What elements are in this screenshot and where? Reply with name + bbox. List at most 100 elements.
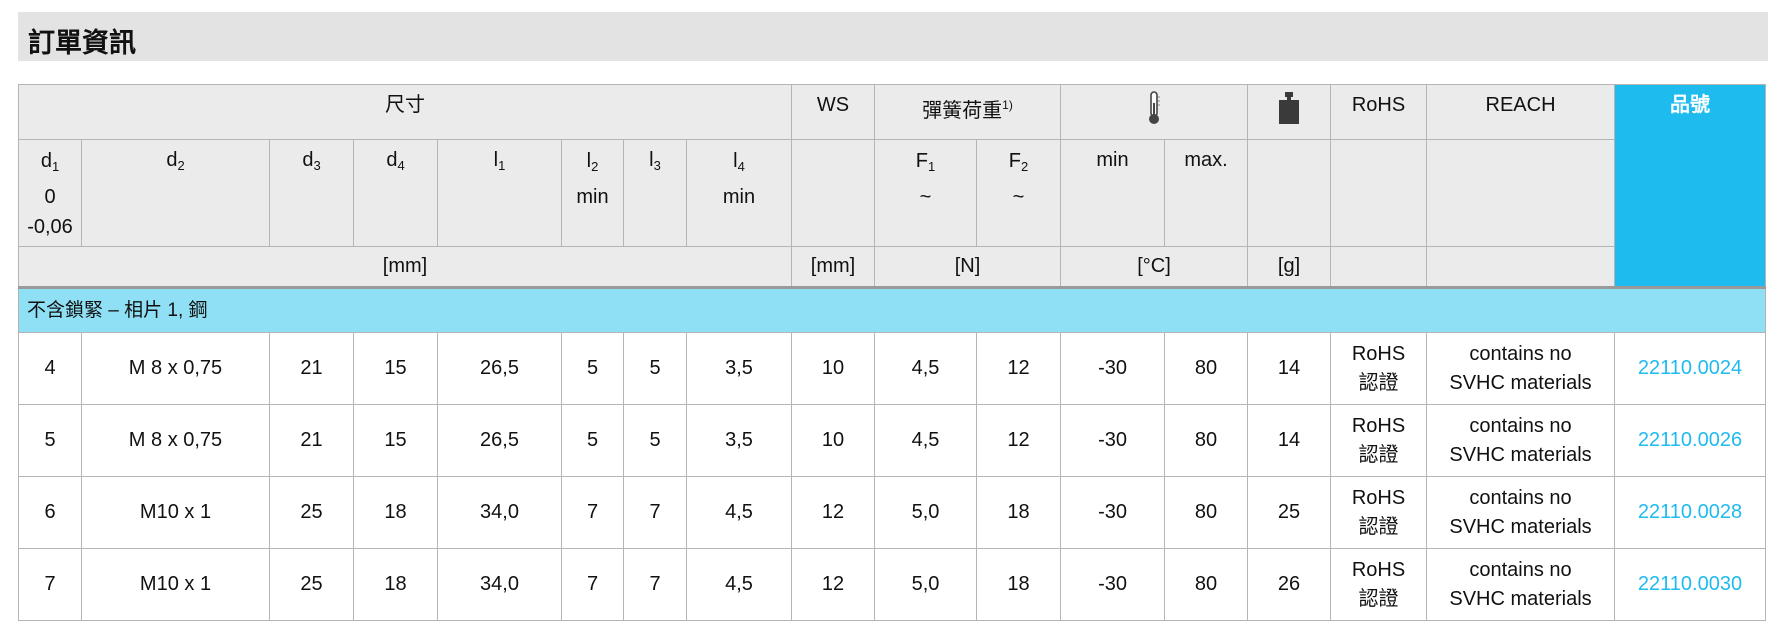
rohs-line: RoHS bbox=[1351, 486, 1406, 509]
reach-line: SVHC materials bbox=[1449, 515, 1592, 538]
header-temperature bbox=[1060, 84, 1249, 140]
header-spring-load: 彈簧荷重1) bbox=[873, 84, 1062, 140]
cell-l4: 4,5 bbox=[686, 476, 792, 549]
unit-rohs bbox=[1330, 246, 1428, 288]
header-ws-sub bbox=[791, 139, 875, 247]
rohs-line: RoHS bbox=[1351, 558, 1406, 581]
page-title: 訂單資訊 bbox=[28, 28, 136, 59]
unit-c: [°C] bbox=[1060, 246, 1249, 288]
cell-f1: 5,0 bbox=[874, 476, 977, 549]
cell-ws: 12 bbox=[791, 476, 875, 549]
cell-ws: 10 bbox=[791, 404, 875, 477]
reach-line: SVHC materials bbox=[1449, 587, 1592, 610]
cell-l4: 3,5 bbox=[686, 332, 792, 405]
cell-l1: 26,5 bbox=[437, 404, 562, 477]
spring-load-label: 彈簧荷重 bbox=[922, 100, 1003, 122]
header-d3: d3 bbox=[269, 139, 354, 247]
reach-line: contains no bbox=[1469, 486, 1572, 509]
cell-reach: contains no SVHC materials bbox=[1426, 404, 1616, 477]
cell-tmax: 80 bbox=[1164, 404, 1249, 477]
cell-part-no: 22110.0028 bbox=[1614, 476, 1767, 549]
table-row: 6 M10 x 1 25 18 34,0 7 7 4,5 12 5,0 18 -30 80 25 RoHS 認… bbox=[18, 476, 1767, 549]
cell-d2: M10 x 1 bbox=[81, 548, 270, 621]
cell-l3: 7 bbox=[623, 548, 687, 621]
header-weight bbox=[1247, 84, 1332, 140]
cell-d3: 25 bbox=[269, 476, 354, 549]
unit-g: [g] bbox=[1247, 246, 1332, 288]
cell-d1: 7 bbox=[18, 548, 82, 621]
cell-l2: 5 bbox=[561, 404, 624, 477]
header-d4: d4 bbox=[353, 139, 438, 247]
cell-d3: 21 bbox=[269, 404, 354, 477]
thermometer-icon bbox=[1149, 91, 1161, 124]
header-temp-min: min bbox=[1060, 139, 1166, 247]
cell-d4: 18 bbox=[353, 548, 438, 621]
order-table: 尺寸 WS 彈簧荷重1) RoHS REACH 品號 d1 0 -0,06 d2 d… bbox=[17, 84, 1767, 621]
rohs-line: 認證 bbox=[1358, 515, 1399, 538]
footnote-ref: 1) bbox=[1002, 98, 1013, 112]
cell-rohs: RoHS 認證 bbox=[1330, 404, 1428, 477]
rohs-line: 認證 bbox=[1358, 371, 1399, 394]
cell-d2: M10 x 1 bbox=[81, 476, 270, 549]
cell-tmin: -30 bbox=[1060, 332, 1166, 405]
header-dimensions: 尺寸 bbox=[18, 84, 792, 140]
reach-line: contains no bbox=[1469, 414, 1572, 437]
header-reach: REACH bbox=[1426, 84, 1616, 140]
cell-reach: contains no SVHC materials bbox=[1426, 332, 1616, 405]
part-number-link[interactable]: 22110.0024 bbox=[1637, 357, 1743, 379]
cell-l3: 5 bbox=[623, 404, 687, 477]
cell-l2: 7 bbox=[561, 548, 624, 621]
cell-ws: 10 bbox=[791, 332, 875, 405]
reach-line: SVHC materials bbox=[1449, 443, 1592, 466]
cell-l3: 5 bbox=[623, 332, 687, 405]
header-part-no: 品號 bbox=[1614, 84, 1767, 288]
header-l1: l1 bbox=[437, 139, 562, 247]
unit-reach bbox=[1426, 246, 1616, 288]
unit-mm: [mm] bbox=[18, 246, 792, 288]
header-rohs: RoHS bbox=[1330, 84, 1428, 140]
cell-part-no: 22110.0026 bbox=[1614, 404, 1767, 477]
header-rohs-sub bbox=[1330, 139, 1428, 247]
header-d2: d2 bbox=[81, 139, 270, 247]
cell-rohs: RoHS 認證 bbox=[1330, 476, 1428, 549]
cell-tmin: -30 bbox=[1060, 404, 1166, 477]
cell-l1: 34,0 bbox=[437, 548, 562, 621]
part-number-link[interactable]: 22110.0026 bbox=[1637, 429, 1743, 451]
rohs-line: RoHS bbox=[1351, 414, 1406, 437]
header-l4: l4 min bbox=[686, 139, 792, 247]
cell-l1: 34,0 bbox=[437, 476, 562, 549]
cell-f2: 12 bbox=[975, 332, 1062, 405]
cell-rohs: RoHS 認證 bbox=[1330, 332, 1428, 405]
cell-d4: 15 bbox=[353, 404, 438, 477]
cell-tmax: 80 bbox=[1164, 548, 1249, 621]
rohs-line: 認證 bbox=[1358, 587, 1399, 610]
part-number-link[interactable]: 22110.0028 bbox=[1637, 501, 1743, 523]
rohs-line: 認證 bbox=[1358, 443, 1399, 466]
cell-f1: 5,0 bbox=[874, 548, 977, 621]
cell-f2: 12 bbox=[975, 404, 1062, 477]
reach-line: contains no bbox=[1469, 342, 1572, 365]
cell-reach: contains no SVHC materials bbox=[1426, 476, 1616, 549]
reach-line: SVHC materials bbox=[1449, 371, 1592, 394]
section-heading: 不含鎖緊 – 相片 1, 鋼 bbox=[17, 286, 1767, 333]
part-number-link[interactable]: 22110.0030 bbox=[1637, 573, 1743, 595]
header-l2: l2 min bbox=[561, 139, 624, 247]
cell-rohs: RoHS 認證 bbox=[1330, 548, 1428, 621]
cell-tmax: 80 bbox=[1164, 332, 1249, 405]
cell-f2: 18 bbox=[975, 476, 1062, 549]
cell-g: 25 bbox=[1247, 476, 1332, 549]
table-row: 7 M10 x 1 25 18 34,0 7 7 4,5 12 5,0 18 -30 80 26 RoHS 認… bbox=[18, 548, 1767, 621]
header-reach-sub bbox=[1426, 139, 1616, 247]
unit-ws: [mm] bbox=[791, 246, 875, 288]
header-f2: F2 ~ bbox=[975, 139, 1062, 247]
header-weight-sub bbox=[1247, 139, 1332, 247]
cell-l1: 26,5 bbox=[437, 332, 562, 405]
cell-part-no: 22110.0024 bbox=[1614, 332, 1767, 405]
cell-d1: 5 bbox=[18, 404, 82, 477]
header-d1: d1 0 -0,06 bbox=[18, 139, 82, 247]
unit-n: [N] bbox=[873, 246, 1062, 288]
cell-f2: 18 bbox=[975, 548, 1062, 621]
cell-d2: M 8 x 0,75 bbox=[81, 404, 270, 477]
